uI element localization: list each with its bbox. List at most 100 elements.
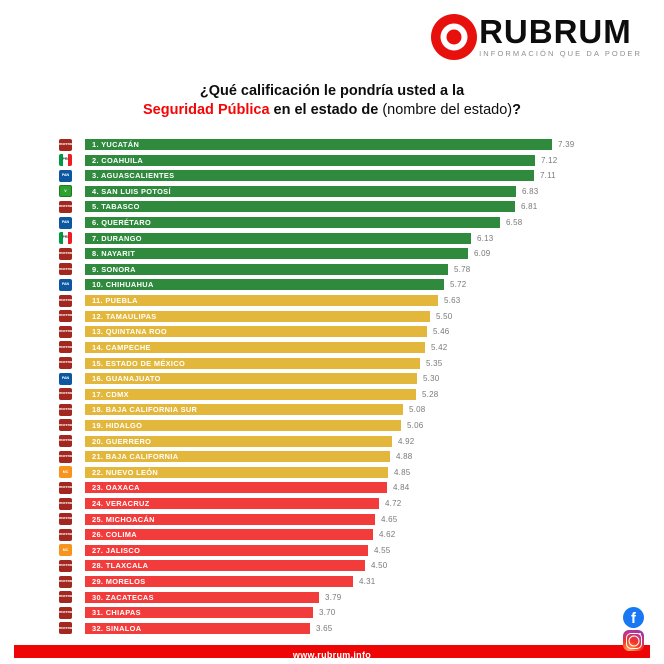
party-icon-morena: morena	[59, 294, 72, 307]
state-bar: 28. TLAXCALA	[85, 560, 365, 572]
rubrum-logo: RUBRUM INFORMACIÓN QUE DA PODER	[431, 14, 642, 60]
party-icon-morena: morena	[59, 591, 72, 604]
instagram-icon[interactable]	[623, 630, 644, 651]
bar-row: morena 31. CHIAPAS 3.70	[59, 606, 652, 619]
state-bar: 15. ESTADO DE MÉXICO	[85, 357, 420, 369]
value-label: 7.39	[558, 140, 575, 149]
value-label: 6.13	[477, 233, 494, 243]
title-line2: Seguridad Pública en el estado de (nombr…	[0, 101, 664, 120]
state-bar: 5. TABASCO	[85, 201, 515, 213]
party-icon-morena: morena	[59, 481, 72, 494]
state-label: 19. HIDALGO	[92, 420, 143, 430]
bar-row: morena 18. BAJA CALIFORNIA SUR 5.08	[59, 403, 652, 416]
value-label: 5.30	[423, 374, 440, 384]
state-label: 11. PUEBLA	[92, 296, 138, 306]
value-label: 4.55	[374, 545, 391, 555]
state-bar: 30. ZACATECAS	[85, 591, 319, 603]
bar-row: morena 12. TAMAULIPAS 5.50	[59, 310, 652, 323]
state-bar: 32. SINALOA	[85, 622, 310, 634]
party-icon-morena: morena	[59, 513, 72, 526]
state-bar: 11. PUEBLA	[85, 295, 438, 307]
value-label: 5.08	[409, 405, 426, 415]
value-label: 4.92	[398, 436, 415, 446]
bar-row: PRI 7. DURANGO 6.13	[59, 232, 652, 245]
bar-row: morena 24. VERACRUZ 4.72	[59, 497, 652, 510]
state-label: 10. CHIHUAHUA	[92, 280, 154, 290]
state-bar: 19. HIDALGO	[85, 419, 401, 431]
bar-row: V 4. SAN LUIS POTOSÍ 6.83	[59, 185, 652, 198]
party-icon-morena: morena	[59, 200, 72, 213]
value-label: 5.63	[444, 296, 461, 306]
bar-row: morena 11. PUEBLA 5.63	[59, 294, 652, 307]
state-label: 26. COLIMA	[92, 530, 137, 540]
bar-row: MC 22. NUEVO LEÓN 4.85	[59, 466, 652, 479]
brand-tagline: INFORMACIÓN QUE DA PODER	[479, 48, 642, 58]
state-bar: 12. TAMAULIPAS	[85, 310, 430, 322]
footer-url[interactable]: www.rubrum.info	[292, 650, 372, 660]
state-bar: 2. COAHUILA	[85, 154, 535, 166]
state-label: 23. OAXACA	[92, 483, 140, 493]
bar-row: morena 26. COLIMA 4.62	[59, 528, 652, 541]
state-label: 7. DURANGO	[92, 233, 142, 243]
state-bar: 9. SONORA	[85, 263, 448, 275]
facebook-icon[interactable]: f	[623, 607, 644, 628]
party-icon-morena: morena	[59, 575, 72, 588]
state-label: 31. CHIAPAS	[92, 608, 141, 618]
value-label: 5.28	[422, 389, 439, 399]
party-icon-morena: morena	[59, 247, 72, 260]
state-label: 8. NAYARIT	[92, 249, 136, 259]
party-icon-morena: morena	[59, 559, 72, 572]
bar-row: morena 13. QUINTANA ROO 5.46	[59, 325, 652, 338]
bar-row: morena 17. CDMX 5.28	[59, 388, 652, 401]
bar-row: morena 23. OAXACA 4.84	[59, 481, 652, 494]
bar-row: PAN 3. AGUASCALIENTES 7.11	[59, 169, 652, 182]
title-highlight: Seguridad Pública	[143, 102, 270, 118]
party-icon-morena: morena	[59, 450, 72, 463]
state-label: 20. GUERRERO	[92, 436, 152, 446]
state-label: 15. ESTADO DE MÉXICO	[92, 358, 186, 368]
state-label: 24. VERACRUZ	[92, 499, 150, 509]
bar-row: morena 14. CAMPECHE 5.42	[59, 341, 652, 354]
value-label: 4.62	[379, 530, 396, 540]
rubrum-target-icon	[431, 14, 478, 60]
state-bar: 20. GUERRERO	[85, 435, 392, 447]
bar-row: morena 29. MORELOS 4.31	[59, 575, 652, 588]
state-label: 29. MORELOS	[92, 577, 146, 587]
party-icon-morena: morena	[59, 138, 72, 151]
state-bar: 25. MICHOACÁN	[85, 513, 375, 525]
bar-row: MC 27. JALISCO 4.55	[59, 544, 652, 557]
party-icon-morena: morena	[59, 310, 72, 323]
state-label: 27. JALISCO	[92, 545, 141, 555]
bar-rows: morena 1. YUCATÁN 7.39 PRI 2. COAHUILA 7.12 PA…	[59, 138, 652, 635]
title-question-mark: ?	[512, 102, 521, 118]
state-label: 5. TABASCO	[92, 202, 140, 212]
value-label: 5.46	[433, 327, 450, 337]
state-label: 18. BAJA CALIFORNIA SUR	[92, 405, 198, 415]
state-bar: 17. CDMX	[85, 388, 416, 400]
state-label: 25. MICHOACÁN	[92, 514, 155, 524]
party-icon-pri: PRI	[59, 232, 72, 245]
title-middle: en el estado de	[269, 102, 383, 118]
state-bar: 3. AGUASCALIENTES	[85, 170, 534, 182]
value-label: 4.65	[381, 514, 398, 524]
title-line1: ¿Qué calificación le pondría usted a la	[199, 83, 465, 99]
state-label: 3. AGUASCALIENTES	[92, 171, 175, 181]
value-label: 6.81	[521, 202, 538, 212]
bar-row: PAN 6. QUERÉTARO 6.58	[59, 216, 652, 229]
state-label: 12. TAMAULIPAS	[92, 311, 157, 321]
value-label: 5.78	[454, 264, 471, 274]
bar-row: morena 9. SONORA 5.78	[59, 263, 652, 276]
party-icon-morena: morena	[59, 606, 72, 619]
party-icon-morena: morena	[59, 497, 72, 510]
party-icon-morena: morena	[59, 403, 72, 416]
value-label: 6.09	[474, 249, 491, 259]
bar-row: morena 30. ZACATECAS 3.79	[59, 591, 652, 604]
bar-row: PAN 10. CHIHUAHUA 5.72	[59, 278, 652, 291]
social-icons: f	[623, 607, 644, 651]
state-bar: 21. BAJA CALIFORNIA	[85, 451, 390, 463]
value-label: 5.50	[436, 311, 453, 321]
party-icon-pan: PAN	[59, 278, 72, 291]
state-label: 28. TLAXCALA	[92, 561, 149, 571]
bar-chart: morena 1. YUCATÁN 7.39 PRI 2. COAHUILA 7.12 PA…	[59, 138, 652, 639]
